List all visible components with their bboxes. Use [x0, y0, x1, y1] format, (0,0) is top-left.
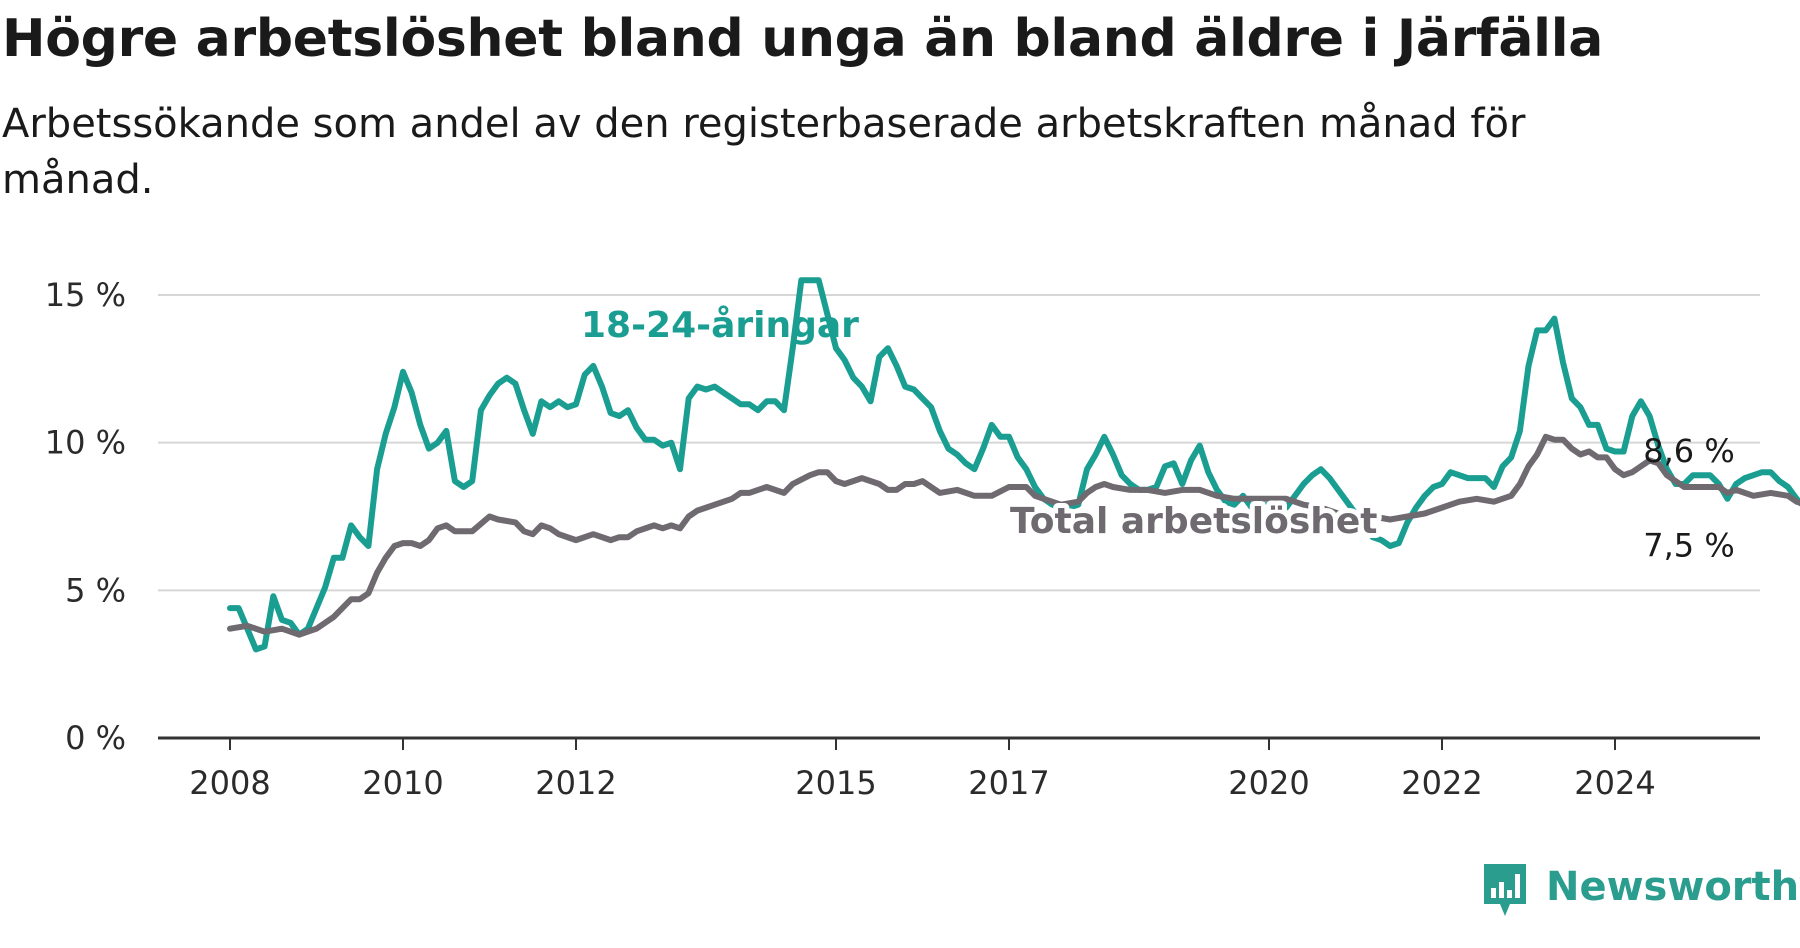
y-tick-label: 15 %	[45, 276, 126, 314]
series-labels: 7,5 % 8,6 % 18-24-åringar Total arbetslöshe…	[581, 305, 1735, 565]
total-end-label: 8,6 %	[1643, 432, 1734, 470]
y-tick-label: 0 %	[65, 719, 126, 757]
x-axis-ticks: 2008 2010 2012 2015 2017 2020 2022 2024	[189, 738, 1656, 802]
series-line-total	[227, 433, 1800, 638]
brand-name: Newsworthy	[1546, 864, 1800, 910]
newsworthy-logo-icon	[1484, 864, 1526, 916]
x-tick-label: 2008	[189, 764, 270, 802]
y-tick-label: 5 %	[65, 571, 126, 609]
youth-end-label: 7,5 %	[1643, 527, 1734, 565]
y-tick-label: 10 %	[45, 424, 126, 462]
x-tick-label: 2017	[968, 764, 1049, 802]
newsworthy-logo: Newsworthy	[1480, 858, 1800, 948]
y-axis-ticks: 0 % 5 % 10 % 15 %	[45, 276, 126, 757]
chart-title: Högre arbetslöshet bland unga än bland ä…	[2, 9, 1604, 69]
x-tick-label: 2012	[535, 764, 616, 802]
chart-subtitle: Arbetssökande som andel av den registerb…	[2, 101, 1526, 203]
x-tick-label: 2020	[1228, 764, 1309, 802]
x-tick-label: 2010	[362, 764, 443, 802]
x-tick-label: 2015	[795, 764, 876, 802]
gridlines	[158, 294, 1760, 740]
series-label-youth: 18-24-åringar	[581, 305, 859, 346]
series-lines	[227, 277, 1800, 653]
series-line-youth	[227, 277, 1800, 653]
x-tick-label: 2024	[1574, 764, 1655, 802]
series-label-total: Total arbetslöshet	[1010, 501, 1378, 542]
x-tick-label: 2022	[1401, 764, 1482, 802]
